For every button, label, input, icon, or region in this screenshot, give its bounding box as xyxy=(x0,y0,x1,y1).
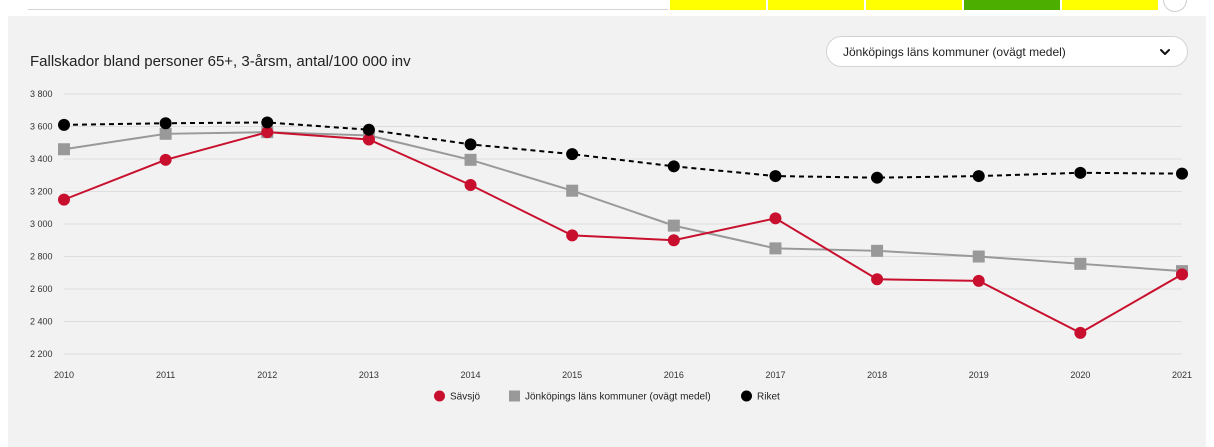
data-point xyxy=(871,171,884,184)
data-point xyxy=(464,153,477,166)
data-point xyxy=(769,170,782,183)
y-tick-label: 3 600 xyxy=(30,122,53,132)
x-tick-label: 2010 xyxy=(54,370,74,380)
data-point xyxy=(464,179,477,191)
data-point xyxy=(1176,268,1188,281)
x-tick-label: 2019 xyxy=(969,370,989,380)
status-segment-2 xyxy=(768,0,864,10)
x-tick-label: 2020 xyxy=(1070,370,1090,380)
data-point xyxy=(261,126,274,139)
data-point xyxy=(58,143,70,156)
chart-title: Fallskador bland personer 65+, 3-årsm, a… xyxy=(30,53,411,70)
data-point xyxy=(871,273,884,286)
y-tick-label: 3 400 xyxy=(30,154,53,164)
status-segment-5 xyxy=(1062,0,1158,10)
dropdown-selected-value: Jönköpings läns kommuner (ovägt medel) xyxy=(843,45,1066,59)
data-point xyxy=(159,117,172,130)
y-tick-label: 2 800 xyxy=(30,252,53,262)
y-tick-label: 3 000 xyxy=(30,219,53,229)
status-segment-1 xyxy=(670,0,766,10)
top-status-bar xyxy=(0,0,1214,12)
y-tick-label: 3 800 xyxy=(30,89,53,99)
x-tick-label: 2021 xyxy=(1172,370,1192,380)
data-point xyxy=(972,250,985,263)
data-point xyxy=(1074,166,1087,179)
data-point xyxy=(362,133,375,146)
data-point xyxy=(159,127,172,140)
legend-label: Riket xyxy=(757,392,780,403)
x-tick-label: 2011 xyxy=(156,370,175,380)
data-point xyxy=(667,160,680,173)
legend-label: Sävsjö xyxy=(450,392,480,403)
data-point xyxy=(769,242,782,255)
data-point xyxy=(667,234,680,247)
data-point xyxy=(362,123,375,136)
data-point xyxy=(871,244,884,257)
data-point xyxy=(667,219,680,232)
chart-panel xyxy=(8,16,1206,447)
legend-marker xyxy=(741,390,752,402)
x-tick-label: 2018 xyxy=(867,370,887,380)
x-tick-label: 2012 xyxy=(257,370,277,380)
legend-label: Jönköpings läns kommuner (ovägt medel) xyxy=(525,392,711,403)
y-tick-label: 3 200 xyxy=(30,187,53,197)
status-segment-3 xyxy=(866,0,962,10)
y-tick-label: 2 400 xyxy=(30,317,53,327)
data-point xyxy=(58,118,70,131)
data-point xyxy=(1074,326,1087,339)
data-point xyxy=(159,153,172,166)
legend-marker xyxy=(509,390,520,402)
series-line xyxy=(63,131,1183,335)
series-line xyxy=(63,131,1183,273)
series-line xyxy=(63,121,1183,179)
top-divider xyxy=(28,9,668,10)
x-tick-label: 2014 xyxy=(461,370,481,380)
data-point xyxy=(769,212,782,225)
x-tick-label: 2013 xyxy=(359,370,379,380)
x-tick-label: 2017 xyxy=(765,370,785,380)
y-tick-label: 2 200 xyxy=(30,349,53,359)
status-segment-4 xyxy=(964,0,1060,10)
data-point xyxy=(566,229,579,242)
data-point xyxy=(464,138,477,151)
data-point xyxy=(261,116,274,129)
y-tick-label: 2 600 xyxy=(30,284,53,294)
data-point xyxy=(1074,257,1087,270)
comparison-dropdown[interactable]: Jönköpings läns kommuner (ovägt medel) xyxy=(826,36,1188,67)
chevron-down-icon xyxy=(1160,49,1170,55)
data-point xyxy=(1176,167,1188,180)
data-point xyxy=(972,170,985,183)
data-point xyxy=(566,184,579,197)
data-point xyxy=(566,148,579,161)
data-point xyxy=(58,193,70,206)
x-tick-label: 2016 xyxy=(664,370,684,380)
legend-marker xyxy=(434,390,445,402)
data-point xyxy=(972,274,985,287)
x-tick-label: 2015 xyxy=(562,370,582,380)
